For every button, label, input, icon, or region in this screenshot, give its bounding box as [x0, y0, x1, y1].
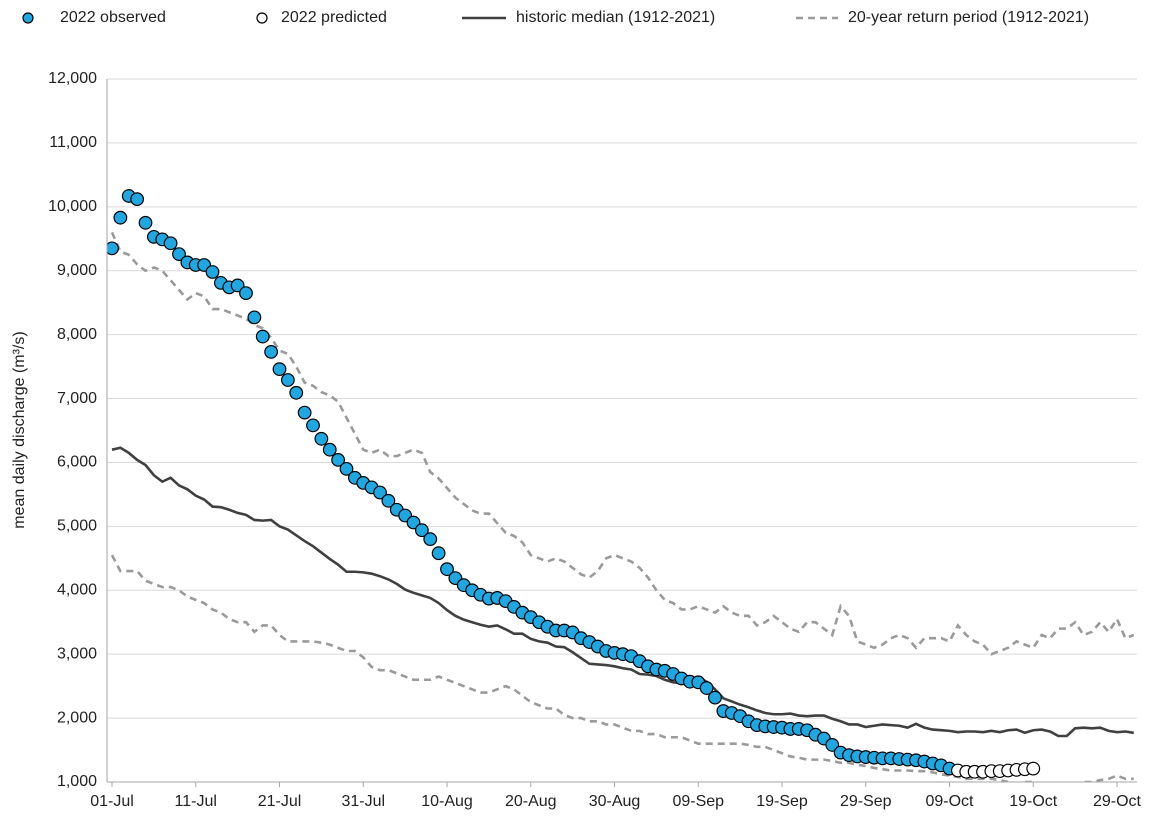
- y-tick-label: 4,000: [57, 581, 97, 598]
- data-point: [331, 452, 346, 467]
- legend-symbol: [256, 12, 268, 24]
- data-point: [699, 681, 714, 695]
- x-tick-label: 11-Jul: [175, 793, 217, 810]
- data-point: [172, 247, 186, 262]
- y-tick-label: 8,000: [57, 326, 97, 343]
- data-point: [264, 344, 279, 359]
- y-tick-label: 9,000: [57, 262, 97, 279]
- series-line: [110, 554, 1134, 782]
- plot-area: [107, 189, 1135, 782]
- data-point: [289, 385, 304, 400]
- series-line: [110, 231, 1135, 656]
- y-tick-label: 5,000: [57, 518, 97, 535]
- data-point: [239, 286, 253, 300]
- legend-label: 2022 predicted: [281, 9, 387, 26]
- x-tick-label: 30-Aug: [589, 793, 641, 810]
- data-point: [138, 215, 153, 230]
- data-point: [381, 493, 396, 508]
- legend-label: 2022 observed: [60, 9, 166, 26]
- x-tick-label: 31-Jul: [341, 793, 385, 810]
- y-tick-label: 7,000: [57, 390, 97, 407]
- y-tick-label: 2,000: [57, 709, 97, 726]
- y-tick-label: 12,000: [48, 70, 97, 87]
- x-tick-label: 29-Sep: [840, 793, 892, 810]
- data-point: [1026, 761, 1041, 776]
- data-point: [130, 192, 145, 207]
- data-point: [280, 373, 295, 387]
- grid: [107, 78, 1137, 783]
- legend-symbol: [22, 12, 34, 24]
- data-point: [107, 241, 119, 256]
- data-point: [431, 546, 446, 561]
- y-tick-label: 10,000: [48, 198, 97, 215]
- series-line: [111, 446, 1134, 738]
- data-point: [414, 523, 429, 538]
- legend-label: 20-year return period (1912-2021): [848, 9, 1089, 26]
- data-point: [339, 461, 354, 476]
- data-point: [406, 515, 421, 530]
- x-tick-label: 09-Oct: [925, 793, 974, 810]
- data-point: [423, 532, 438, 547]
- data-point: [297, 405, 312, 420]
- axes: 1,000 2,000 3,000 4,000 5,000 6,000 7,000 8,000…: [48, 70, 1142, 810]
- data-point: [373, 485, 387, 500]
- y-tick-label: 3,000: [57, 645, 97, 662]
- x-tick-label: 09-Sep: [672, 793, 724, 810]
- x-tick-label: 01-Jul: [90, 793, 134, 810]
- data-point: [314, 431, 329, 446]
- data-point: [440, 562, 454, 577]
- data-point: [205, 265, 220, 279]
- data-point: [272, 362, 287, 377]
- data-point: [708, 690, 722, 705]
- x-tick-label: 20-Aug: [505, 793, 557, 810]
- data-point: [163, 236, 178, 251]
- y-tick-label: 1,000: [57, 773, 97, 790]
- x-tick-label: 19-Oct: [1009, 793, 1058, 810]
- data-point: [306, 418, 320, 433]
- data-point: [825, 738, 840, 752]
- x-tick-label: 29-Oct: [1093, 793, 1142, 810]
- data-point: [230, 278, 245, 293]
- legend: 2022 observed 2022 predicted historic medi…: [22, 9, 1089, 26]
- data-point: [322, 442, 337, 457]
- x-tick-label: 10-Aug: [421, 793, 473, 810]
- data-point: [113, 210, 128, 225]
- y-tick-label: 6,000: [57, 454, 97, 471]
- y-tick-label: 11,000: [49, 134, 97, 151]
- data-point: [247, 310, 262, 325]
- legend-label: historic median (1912-2021): [516, 9, 715, 26]
- y-axis-title: mean daily discharge (m³/s): [11, 331, 28, 528]
- x-tick-label: 21-Jul: [258, 793, 302, 810]
- x-tick-label: 19-Sep: [756, 793, 808, 810]
- data-point: [255, 329, 270, 344]
